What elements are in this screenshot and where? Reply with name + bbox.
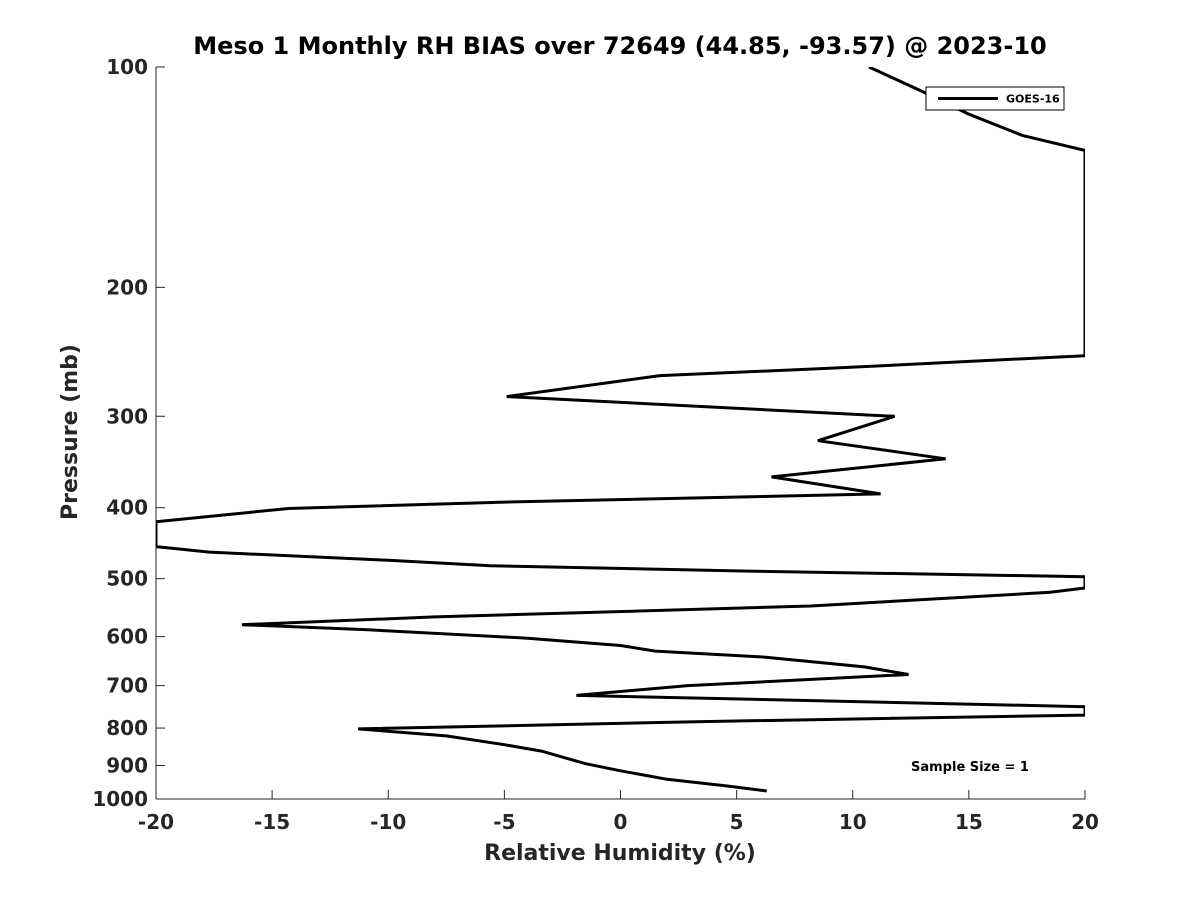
x-axis-label: Relative Humidity (%): [484, 841, 756, 866]
y-tick-label: 900: [106, 754, 148, 778]
x-tick-label: 0: [614, 810, 628, 834]
series-line-goes-16: [156, 67, 1085, 793]
y-tick-label: 100: [106, 55, 148, 79]
y-tick-label: 300: [106, 404, 148, 428]
plot-area: [156, 67, 1085, 793]
x-tick-label: 10: [839, 810, 867, 834]
x-tick-label: 5: [730, 810, 744, 834]
y-axis-label: Pressure (mb): [58, 344, 83, 520]
x-tick-label: 20: [1071, 810, 1099, 834]
y-tick-label: 800: [106, 716, 148, 740]
y-tick-label: 1000: [92, 787, 148, 811]
legend: GOES-16: [925, 86, 1065, 111]
y-axis: 100 200 300 400 500 600 700 800 900 1000: [92, 55, 165, 811]
chart-title: Meso 1 Monthly RH BIAS over 72649 (44.85…: [193, 32, 1046, 60]
x-tick-label: -15: [254, 810, 290, 834]
legend-label-goes-16: GOES-16: [1006, 93, 1060, 106]
sample-size-annotation: Sample Size = 1: [911, 760, 1029, 775]
y-tick-label: 700: [106, 674, 148, 698]
x-tick-label: -10: [370, 810, 406, 834]
x-tick-label: -5: [493, 810, 515, 834]
x-tick-label: 15: [955, 810, 983, 834]
x-axis: -20 -15 -10 -5 0 5 10 15 20: [138, 790, 1099, 834]
x-tick-label: -20: [138, 810, 174, 834]
y-tick-label: 200: [106, 275, 148, 299]
y-tick-label: 600: [106, 625, 148, 649]
y-tick-label: 500: [106, 567, 148, 591]
y-tick-label: 400: [106, 496, 148, 520]
